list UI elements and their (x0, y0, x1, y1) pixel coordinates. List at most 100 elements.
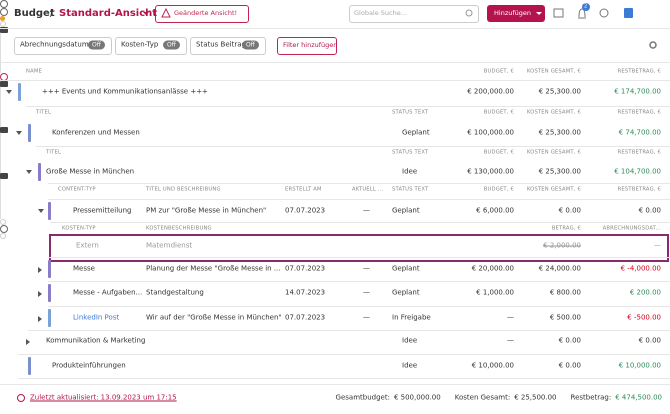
remaining-value: € 0.00 (638, 206, 661, 215)
row-divider (48, 199, 670, 200)
costs-value: € 0.00 (558, 336, 581, 345)
add-filter-label[interactable]: Filter hinzufügen (283, 40, 338, 49)
dropdown-icon (143, 12, 149, 15)
filter-state[interactable]: Off (88, 40, 105, 50)
expand-icon[interactable] (26, 170, 32, 174)
info-icon[interactable] (599, 8, 609, 18)
divider (0, 62, 670, 63)
column-header: BUDGET, € (483, 68, 514, 75)
warning-text[interactable]: Geänderte Ansicht! (174, 8, 238, 17)
status-text: In Freigabe (392, 313, 431, 322)
warning-icon (161, 7, 171, 18)
search-box[interactable] (349, 5, 479, 23)
filter-chip[interactable] (190, 37, 266, 55)
current-value: — (363, 313, 370, 322)
remaining-value: € 174,700.00 (614, 87, 661, 96)
content-type: LinkedIn Post (73, 313, 120, 322)
status-text: Geplant (392, 206, 420, 215)
content-title: Planung der Messe "Große Messe in ... (146, 264, 281, 273)
cell-divider (0, 199, 1, 219)
status-dot (0, 21, 6, 27)
filter-state[interactable]: Off (163, 40, 180, 50)
footer-total-budget: € 500,000.00 (393, 393, 441, 402)
refresh-icon[interactable] (17, 394, 25, 402)
costs-value: € 25,300.00 (538, 128, 581, 137)
column-header: TITEL UND BESCHREIBUNG (146, 186, 221, 193)
cell-divider (0, 87, 1, 107)
level-bar (18, 83, 21, 101)
row-divider (50, 222, 670, 223)
cost-description: Materndienst (146, 241, 193, 250)
footer-remaining: € 474,500.00 (615, 393, 662, 402)
column-header: BUDGET, € (483, 186, 514, 193)
expand-icon[interactable] (38, 209, 44, 213)
badge (582, 3, 590, 11)
level-bar (38, 163, 41, 181)
status-text: Geplant (392, 288, 420, 297)
collapse-icon[interactable] (38, 316, 42, 322)
content-type-icon (0, 81, 8, 87)
column-header: RESTBETRAG, € (617, 109, 661, 116)
content-type-icon (0, 27, 8, 33)
settings-icon[interactable] (649, 41, 657, 49)
column-header: KOSTEN GESAMT, € (526, 186, 581, 193)
content-title: PM zur "Große Messe in München" (146, 206, 267, 215)
cell-divider (0, 107, 1, 127)
search-icon (465, 9, 473, 17)
collapse-icon[interactable] (38, 267, 42, 273)
status-text: Idee (402, 361, 418, 370)
status-dot (0, 16, 5, 21)
add-filter-button[interactable] (277, 37, 337, 55)
remaining-value: € -4,000.00 (620, 264, 661, 273)
expand-icon[interactable] (16, 131, 22, 135)
app-icon[interactable] (624, 8, 633, 18)
divider (0, 28, 670, 29)
column-header: BETRAG, € (551, 225, 581, 232)
clock-icon (0, 8, 8, 16)
search-placeholder[interactable]: Globale Suche... (354, 8, 407, 17)
column-header: BUDGET, € (483, 149, 514, 156)
budget-name: Große Messe in München (46, 167, 135, 176)
level-bar (48, 309, 51, 327)
column-header: TITEL (36, 109, 52, 116)
column-header: KOSTEN GESAMT, € (526, 68, 581, 75)
column-header: AKTUELL ... (352, 186, 384, 193)
add-button-label[interactable]: Hinzufügen (494, 8, 531, 17)
current-value: — (363, 288, 370, 297)
costs-value: € 25,300.00 (538, 87, 581, 96)
last-updated-link[interactable]: Zuletzt aktualisiert: 13.09.2023 um 17:1… (30, 393, 177, 402)
cell-divider (0, 133, 1, 153)
remaining-value: € 0.00 (638, 336, 661, 345)
filter-chip[interactable] (115, 37, 187, 55)
status-text: Idee (402, 167, 418, 176)
footer-remaining-label: Restbetrag: (570, 393, 612, 402)
badge-count: 2 (584, 3, 588, 10)
footer-total-costs-label: Kosten Gesamt: (454, 393, 511, 402)
gift-icon[interactable] (553, 8, 564, 18)
filter-chip[interactable] (14, 37, 112, 55)
costs-value: € 800.00 (549, 288, 581, 297)
footer-totals: Gesamtbudget: € 500,000.00 Kosten Gesamt: €… (336, 393, 662, 402)
collapse-icon[interactable] (38, 291, 42, 297)
column-header: STATUS TEXT (392, 186, 429, 193)
page-title: Budget (14, 8, 55, 19)
expand-icon[interactable] (6, 90, 12, 94)
warning-box[interactable] (155, 5, 249, 23)
created-date: 07.07.2023 (285, 264, 326, 273)
budget-value: € 130,000.00 (467, 167, 514, 176)
content-type: Messe (73, 264, 95, 273)
budget-value: € 20,000.00 (471, 264, 514, 273)
cell-divider (0, 153, 1, 173)
column-header: STATUS TEXT (392, 109, 429, 116)
cell-divider (0, 179, 1, 199)
filter-state[interactable]: Off (242, 40, 259, 50)
view-title[interactable]: Standard-Ansicht (59, 8, 158, 19)
cost-amount: € 2,000.00 (543, 241, 581, 250)
status-dot (0, 233, 6, 239)
collapse-icon[interactable] (26, 339, 30, 345)
content-title: Wir auf der "Große Messe in München" (146, 313, 282, 322)
add-button[interactable] (487, 5, 545, 22)
cost-type: Extern (76, 241, 99, 250)
column-header: BUDGET, € (483, 109, 514, 116)
row-divider (18, 354, 670, 355)
